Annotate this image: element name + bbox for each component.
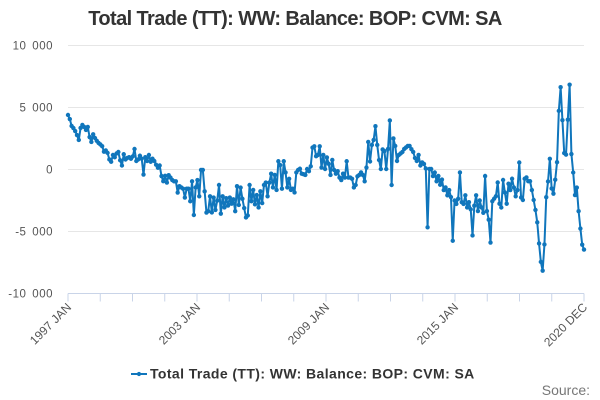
svg-text:10 000: 10 000 xyxy=(13,41,53,53)
svg-text:Source:: Source: xyxy=(542,382,590,398)
svg-text:Total Trade (TT): WW: Balance:: Total Trade (TT): WW: Balance: BOP: CVM:… xyxy=(88,8,502,30)
svg-text:Total Trade (TT): WW: Balance:: Total Trade (TT): WW: Balance: BOP: CVM:… xyxy=(150,366,475,382)
svg-text:-5 000: -5 000 xyxy=(15,227,53,239)
svg-text:5 000: 5 000 xyxy=(20,103,53,115)
svg-text:0: 0 xyxy=(46,165,53,177)
svg-text:-10 000: -10 000 xyxy=(8,289,53,301)
